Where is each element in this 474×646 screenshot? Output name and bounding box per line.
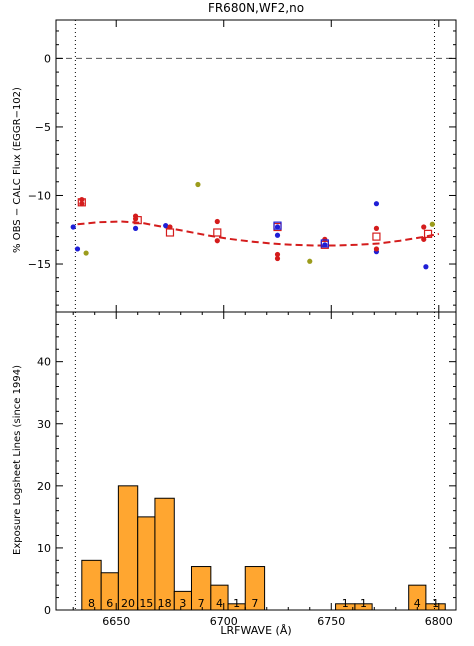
- scatter-panel: 0 −5 −10 −15 % OBS − CALC Flux (EGGR−102): [12, 19, 457, 313]
- bar-count-label: 7: [198, 597, 205, 610]
- data-point-square: [372, 232, 381, 241]
- bar-count-label: 20: [121, 597, 135, 610]
- data-point-square: [273, 221, 282, 230]
- histogram-x-axis: 6650 6700 6750 6800: [72, 312, 453, 628]
- data-point-square: [165, 228, 175, 237]
- data-point: [274, 224, 281, 230]
- bar-count-label: 18: [158, 597, 172, 610]
- y-tick-label: 10: [37, 542, 51, 555]
- bar-count-label: 7: [251, 597, 258, 610]
- data-point: [132, 225, 139, 231]
- y-tick-label: −5: [35, 121, 51, 134]
- x-tick-label: 6800: [425, 615, 453, 628]
- data-point: [274, 255, 281, 262]
- histogram-x-axis-label: LRFWAVE (Å): [220, 624, 291, 637]
- histogram-plot-area: 8 6 20 15 18 3 7 4 1 7 1 1 4 1: [74, 312, 446, 611]
- bar-count-label: 4: [414, 597, 421, 610]
- scatter-plot-area: [56, 20, 456, 312]
- data-point-square: [133, 216, 142, 225]
- data-point: [421, 236, 427, 242]
- histogram-bar: [117, 485, 139, 611]
- y-tick-label: −10: [28, 189, 51, 202]
- bar-count-label: 3: [179, 597, 186, 610]
- data-point: [373, 246, 380, 252]
- data-point-square: [423, 229, 433, 238]
- scatter-y-axis: 0 −5 −10 −15: [28, 20, 456, 312]
- data-point: [79, 201, 85, 207]
- data-point: [274, 232, 281, 238]
- data-point: [429, 221, 435, 227]
- data-point: [373, 225, 380, 231]
- x-tick-label: 6750: [317, 615, 345, 628]
- histogram-y-axis: 0 10 20 30 40: [37, 323, 456, 617]
- bar-count-label: 8: [88, 597, 95, 610]
- bar-count-label: 4: [216, 597, 223, 610]
- data-point: [83, 250, 89, 256]
- histogram-plot-frame: [55, 311, 457, 611]
- data-point-square: [77, 198, 86, 207]
- histogram-bar: [425, 603, 446, 611]
- data-point: [70, 224, 76, 230]
- bar-count-label: 15: [139, 597, 153, 610]
- x-tick-label: 6650: [102, 615, 130, 628]
- data-point: [214, 218, 220, 225]
- bar-count-label: 6: [106, 597, 113, 610]
- data-point: [74, 246, 81, 252]
- data-point-square: [213, 228, 222, 237]
- data-point: [163, 223, 169, 229]
- data-point: [322, 242, 328, 248]
- y-tick-label: 30: [37, 418, 51, 431]
- scatter-y-axis-label: % OBS − CALC Flux (EGGR−102): [12, 87, 23, 253]
- histogram-bar: [244, 566, 266, 611]
- data-point: [423, 264, 429, 270]
- data-point: [167, 224, 173, 230]
- x-tick-label: 6700: [210, 615, 238, 628]
- histogram-y-axis-label: Exposure Logsheet Lines (since 1994): [12, 365, 23, 555]
- chart-title: FR680N,WF2,no: [208, 1, 304, 15]
- data-point: [307, 258, 313, 264]
- data-point-square: [320, 239, 329, 248]
- scatter-plot-frame: [55, 19, 457, 313]
- bar-count-label: 1: [233, 597, 240, 610]
- histogram-bar: [154, 497, 175, 611]
- data-point: [274, 251, 281, 258]
- bar-count-label: 1: [342, 597, 349, 610]
- y-tick-label: 0: [44, 52, 51, 65]
- histogram-bar: [354, 603, 373, 611]
- data-point: [195, 181, 201, 188]
- y-tick-label: 20: [37, 480, 51, 493]
- y-tick-label: 40: [37, 356, 51, 369]
- y-tick-label: −15: [28, 258, 51, 271]
- data-point: [373, 201, 380, 207]
- bar-count-label: 1: [432, 597, 439, 610]
- bar-count-label: 1: [360, 597, 367, 610]
- y-tick-label: 0: [44, 604, 51, 617]
- data-point: [421, 224, 427, 230]
- data-point: [322, 236, 328, 242]
- trend-line: [77, 220, 439, 247]
- data-point: [214, 238, 220, 244]
